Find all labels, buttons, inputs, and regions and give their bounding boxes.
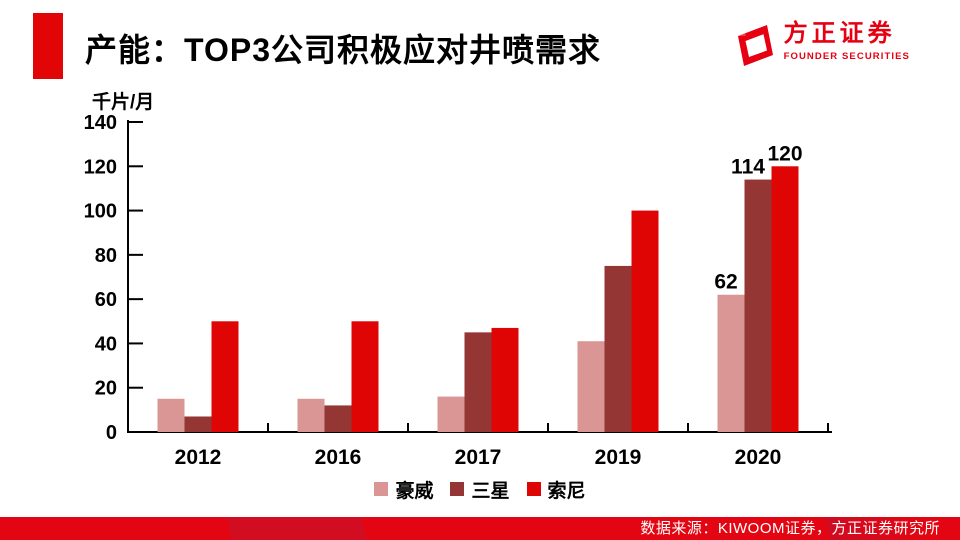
bar-2019-s1 [604,265,632,432]
title-accent-block [33,13,63,79]
x-category-label: 2017 [455,446,502,469]
bar-value-label: 114 [731,156,765,179]
bar-value-label: 120 [767,142,802,165]
source-text: 数据来源：KIWOOM证券，方正证券研究所 [640,520,940,537]
chart-legend: 豪威 三星 索尼 [0,476,960,502]
bar-2017-s2 [491,327,519,432]
bar-2012-s1 [184,416,212,432]
logo-en-text: FOUNDER SECURITIES [783,50,910,62]
founder-logo-icon [737,25,773,66]
bar-2020-s1 [744,179,772,432]
legend-swatch-1 [450,482,465,496]
x-category-label: 2016 [315,446,362,469]
y-tick-label: 60 [95,289,117,311]
bar-2019-s2 [631,210,659,432]
bar-2017-s0 [437,396,465,432]
legend-swatch-2 [526,482,541,496]
y-tick-label: 40 [95,333,117,355]
y-tick-label: 0 [106,422,117,444]
y-tick-label: 120 [84,156,117,178]
source-bar: 数据来源：KIWOOM证券，方正证券研究所 [0,517,960,540]
legend-swatch-0 [374,482,389,496]
y-tick-label: 140 [84,112,117,134]
legend-label-0: 豪威 [395,480,434,502]
bar-2017-s1 [464,332,492,432]
capacity-bar-chart: 0 20 40 60 80 100 120 140 62 114 120 2012 2016 2017 20… [0,85,960,477]
bar-2016-s1 [324,405,352,432]
bar-value-label: 62 [714,271,737,294]
y-tick-label: 80 [95,245,117,267]
bar-2020-s2 [771,166,799,432]
bar-2019-s0 [577,341,605,432]
logo-cn-text: 方正证券 [783,20,896,47]
bar-2016-s2 [351,321,379,432]
page-title: 产能：TOP3公司积极应对井喷需求 [85,32,602,68]
y-tick-label: 20 [95,378,117,400]
legend-item-2: 索尼 [526,476,586,503]
logo-text: 方正证券 FOUNDER SECURITIES [784,20,910,62]
legend-item-1: 三星 [450,476,510,503]
bar-2016-s0 [297,398,325,432]
bar-2020-s0 [717,294,745,432]
y-axis-unit-label: 千片/月 [92,90,154,113]
founder-securities-logo: 方正证券 FOUNDER SECURITIES [731,20,910,67]
legend-label-1: 三星 [471,480,510,502]
bar-2012-s2 [211,321,239,432]
x-category-label: 2019 [595,446,642,469]
x-category-label: 2012 [175,446,222,469]
y-tick-label: 100 [84,201,117,223]
x-category-label: 2020 [735,446,782,469]
legend-item-0: 豪威 [374,476,433,503]
legend-label-2: 索尼 [547,480,586,502]
bar-2012-s0 [157,398,185,432]
